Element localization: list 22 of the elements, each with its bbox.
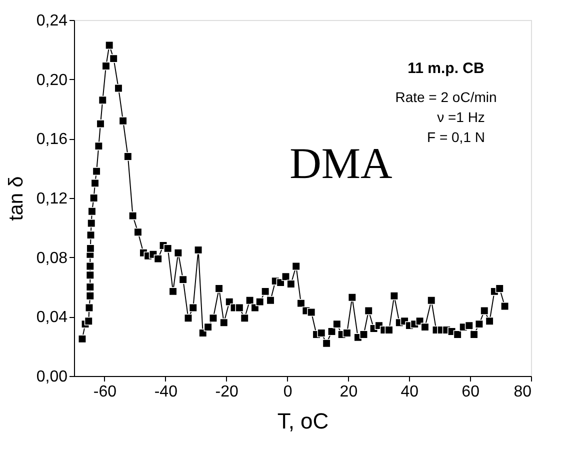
- x-tick-label: 20: [340, 384, 358, 400]
- y-tick-label: 0,16: [36, 131, 68, 148]
- x-axis-title: T, oC: [277, 408, 329, 434]
- y-tick-label: 0,20: [36, 72, 68, 89]
- annotation: DMA: [290, 139, 393, 188]
- annotation: Rate = 2 oC/min: [395, 89, 497, 105]
- y-tick-label: 0,04: [36, 309, 68, 326]
- x-tick-label: 0: [283, 384, 292, 400]
- x-tick-label: 40: [400, 384, 419, 400]
- annotation: 11 m.p. CB: [408, 60, 485, 77]
- x-tick-label: 80: [514, 384, 532, 400]
- x-tick-label: -40: [154, 384, 178, 400]
- y-tick-label: 0,12: [36, 190, 68, 208]
- y-tick-label: 0,08: [36, 250, 68, 267]
- y-tick-label: 0,00: [36, 368, 68, 386]
- x-tick-label: -60: [93, 384, 117, 400]
- y-tick-label: 0,24: [36, 12, 68, 30]
- annotation: F = 0,1 N: [427, 129, 485, 145]
- x-tick-label: 60: [462, 384, 480, 400]
- annotation: ν =1 Hz: [437, 109, 485, 125]
- y-axis-title: tan δ: [5, 176, 28, 221]
- x-tick-label: -20: [215, 384, 238, 400]
